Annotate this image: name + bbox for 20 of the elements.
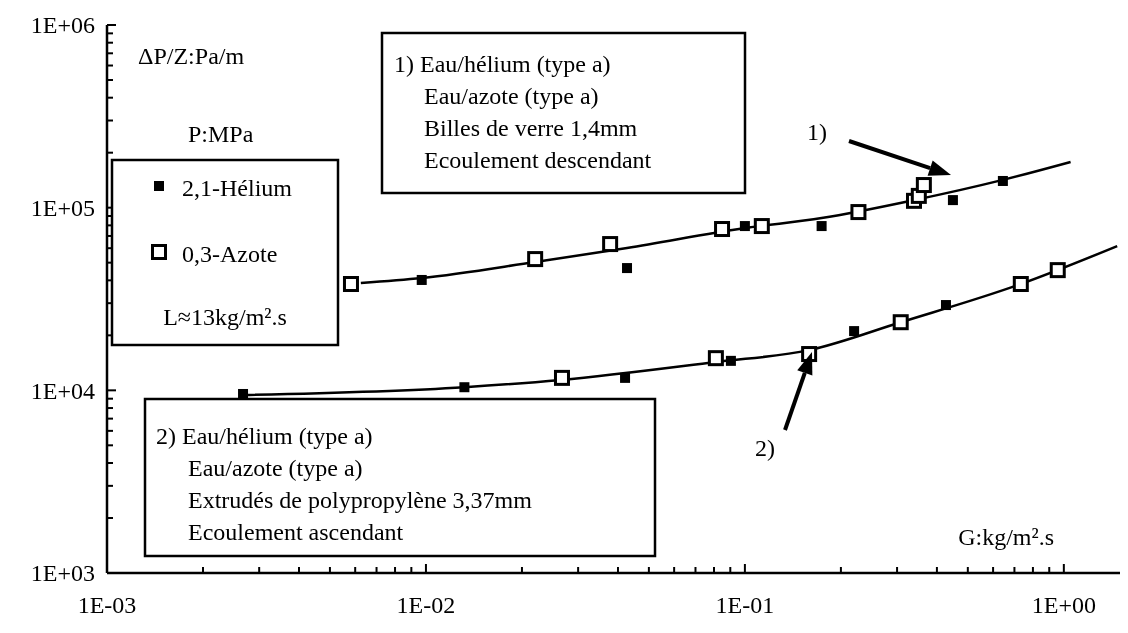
y-axis-title: ΔP/Z:Pa/m <box>138 43 245 69</box>
text-box: 2) Eau/hélium (type a) Eau/azote (type a) Extrudés de polypropylène 3,37mm Ecoulement ascendant <box>143 397 657 558</box>
legend-title: P:MPa <box>188 121 254 147</box>
annotation: 2) <box>755 435 775 462</box>
x-axis-title: G:kg/m².s <box>958 524 1054 550</box>
legend-label: 0,3-Azote <box>182 241 278 267</box>
annotation: 1) Eau/hélium (type a) Eau/azote (type a) Billes de verre 1,4mm Ecoulement descendant <box>394 51 652 173</box>
y-tick-label: 1E+04 <box>30 377 95 404</box>
y-tick-label: 1E+03 <box>30 560 95 587</box>
text-box: 1) Eau/hélium (type a) Eau/azote (type a) Billes de verre 1,4mm Ecoulement descendant <box>380 31 747 195</box>
y-tick-label: 1E+05 <box>30 195 95 222</box>
y-tick-label: 1E+06 <box>30 12 95 39</box>
x-tick-label: 1E-01 <box>715 592 775 618</box>
annotation: 1) <box>807 119 827 146</box>
legend-label: 2,1-Hélium <box>182 175 293 201</box>
annotation: 2) Eau/hélium (type a) Eau/azote (type a) Extrudés de polypropylène 3,37mm Ecoulement ascendant <box>156 423 533 545</box>
x-tick-label: 1E-03 <box>77 592 137 618</box>
x-tick-label: 1E+00 <box>1031 592 1096 618</box>
annotation: L≈13kg/m².s <box>163 304 287 330</box>
x-tick-label: 1E-02 <box>396 592 456 618</box>
